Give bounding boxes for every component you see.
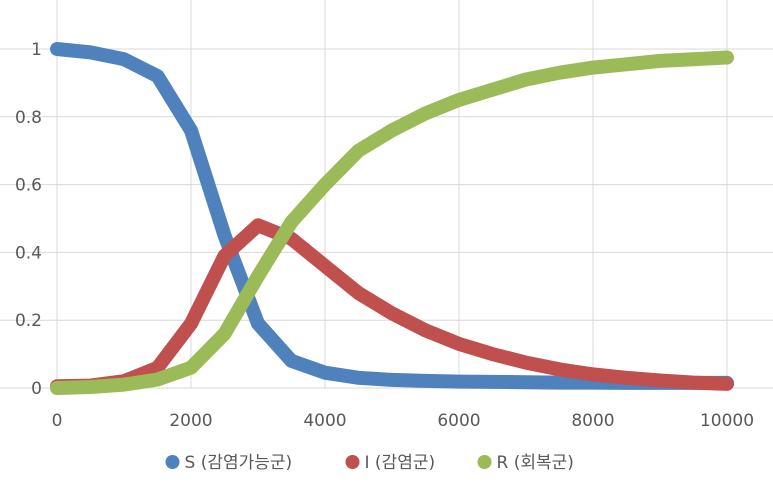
- legend-marker-1: [165, 455, 180, 469]
- tick-label-layer: 0 0.2 0.4 0.6 0.8 1 0 2000 4000 6000 8000 10000: [15, 40, 754, 431]
- legend-label-1: S (감염가능군): [185, 453, 293, 473]
- x-tick-label: 8000: [571, 411, 614, 431]
- legend-label-2: I (감염군): [365, 453, 436, 473]
- y-tick-label: 0.4: [15, 243, 42, 263]
- y-tick-label: 0.2: [15, 311, 42, 331]
- x-tick-label: 2000: [169, 411, 212, 431]
- legend: S (감염가능군) I (감염군) R (회복군): [165, 453, 574, 473]
- x-tick-label: 0: [52, 411, 63, 431]
- x-tick-label: 4000: [303, 411, 346, 431]
- series-line-1: [50, 42, 734, 390]
- legend-marker-3: [477, 455, 492, 469]
- y-tick-label: 0.6: [15, 176, 42, 196]
- legend-marker-2: [345, 455, 360, 469]
- y-tick-label: 1: [31, 40, 42, 60]
- series-line-3: [50, 50, 734, 395]
- y-tick-label: 0.8: [15, 108, 42, 128]
- x-tick-label: 6000: [437, 411, 480, 431]
- series-line-2: [50, 218, 734, 394]
- legend-label-3: R (회복군): [497, 453, 574, 473]
- y-tick-label: 0: [31, 379, 42, 399]
- x-tick-label: 10000: [700, 411, 754, 431]
- series-layer: [50, 42, 734, 395]
